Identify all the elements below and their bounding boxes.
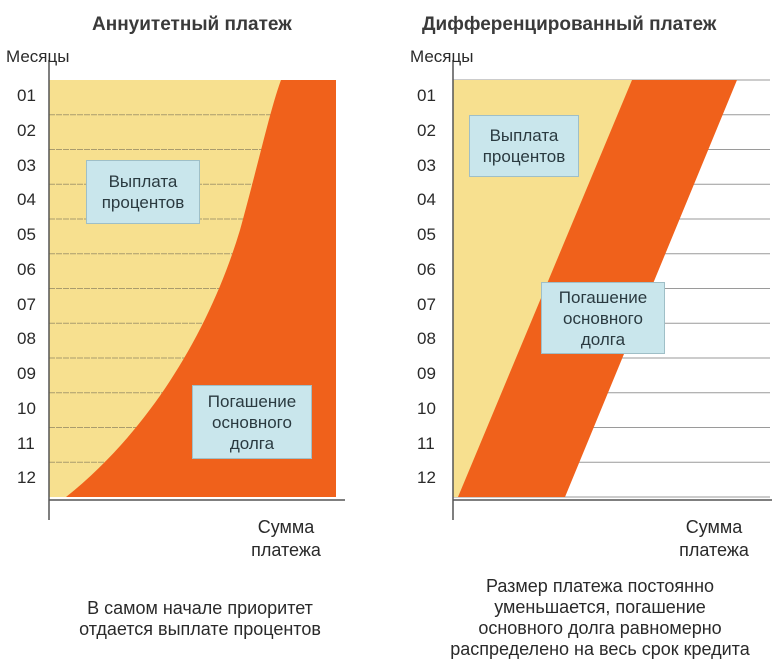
differentiated-month-04: 04	[417, 190, 436, 210]
differentiated-caption-line3: основного долга равномерно	[478, 618, 722, 638]
annuity-month-01: 01	[17, 86, 36, 105]
differentiated-month-11: 11	[417, 433, 435, 453]
annuity-principal-label-line1: Погашение	[207, 391, 297, 411]
differentiated-interest-label-line2: процентов	[482, 147, 566, 166]
annuity-title: Аннуитетный платеж	[92, 14, 292, 35]
annuity-month-08: 08	[17, 329, 36, 349]
differentiated-principal-label-line3: долга	[580, 329, 626, 349]
annuity-caption: В самом начале приоритет отдается выплат…	[40, 598, 360, 640]
differentiated-interest-label-line1: Выплата	[489, 126, 559, 145]
annuity-interest-callout: Выплата процентов	[86, 160, 200, 224]
annuity-interest-label-line2: процентов	[101, 193, 185, 212]
differentiated-month-12: 12	[417, 468, 436, 488]
differentiated-caption-line4: распределено на весь срок кредита	[450, 639, 750, 659]
differentiated-month-05: 05	[417, 225, 436, 244]
differentiated-principal-label-line2: основного	[563, 308, 643, 328]
differentiated-month-06: 06	[417, 259, 436, 279]
annuity-principal-label-line3: долга	[229, 433, 275, 453]
differentiated-month-08: 08	[417, 329, 436, 349]
annuity-month-07: 07	[17, 294, 36, 314]
annuity-month-03: 03	[17, 155, 36, 175]
differentiated-month-07: 07	[417, 294, 436, 314]
differentiated-month-03: 03	[417, 155, 436, 175]
differentiated-x-axis-label-line2: платежа	[679, 540, 749, 560]
annuity-x-axis-label: Сумма платежа	[236, 516, 336, 562]
differentiated-caption-line2: уменьшается, погашение	[494, 597, 706, 617]
differentiated-month-02: 02	[417, 120, 436, 140]
annuity-month-11: 11	[17, 433, 35, 453]
differentiated-principal-label-line1: Погашение	[558, 287, 648, 307]
differentiated-months-label: Месяцы	[410, 47, 474, 66]
annuity-x-axis-label-line1: Сумма	[257, 517, 315, 537]
annuity-month-02: 02	[17, 120, 36, 140]
differentiated-month-09: 09	[417, 364, 436, 383]
annuity-month-05: 05	[17, 225, 36, 244]
annuity-month-04: 04	[17, 190, 36, 210]
annuity-month-09: 09	[17, 364, 36, 383]
annuity-caption-line2: отдается выплате процентов	[79, 619, 321, 639]
annuity-month-10: 10	[17, 398, 36, 418]
differentiated-title: Дифференцированный платеж	[422, 14, 717, 35]
annuity-months-label: Месяцы	[6, 47, 70, 66]
annuity-principal-callout: Погашение основного долга	[192, 385, 312, 459]
differentiated-caption-line1: Размер платежа постоянно	[485, 576, 715, 596]
annuity-x-axis-label-line2: платежа	[251, 540, 321, 560]
annuity-interest-label-line1: Выплата	[108, 172, 178, 191]
differentiated-caption: Размер платежа постоянно уменьшается, по…	[430, 576, 770, 660]
differentiated-x-axis-label-line1: Сумма	[685, 517, 743, 537]
differentiated-month-10: 10	[417, 398, 436, 418]
differentiated-month-01: 01	[417, 86, 436, 105]
differentiated-x-axis-label: Сумма платежа	[664, 516, 764, 562]
annuity-caption-line1: В самом начале приоритет	[87, 598, 313, 618]
annuity-month-12: 12	[17, 468, 36, 488]
annuity-principal-label-line2: основного	[212, 412, 292, 432]
differentiated-interest-callout: Выплата процентов	[469, 115, 579, 177]
annuity-month-06: 06	[17, 259, 36, 279]
differentiated-principal-callout: Погашение основного долга	[541, 282, 665, 354]
